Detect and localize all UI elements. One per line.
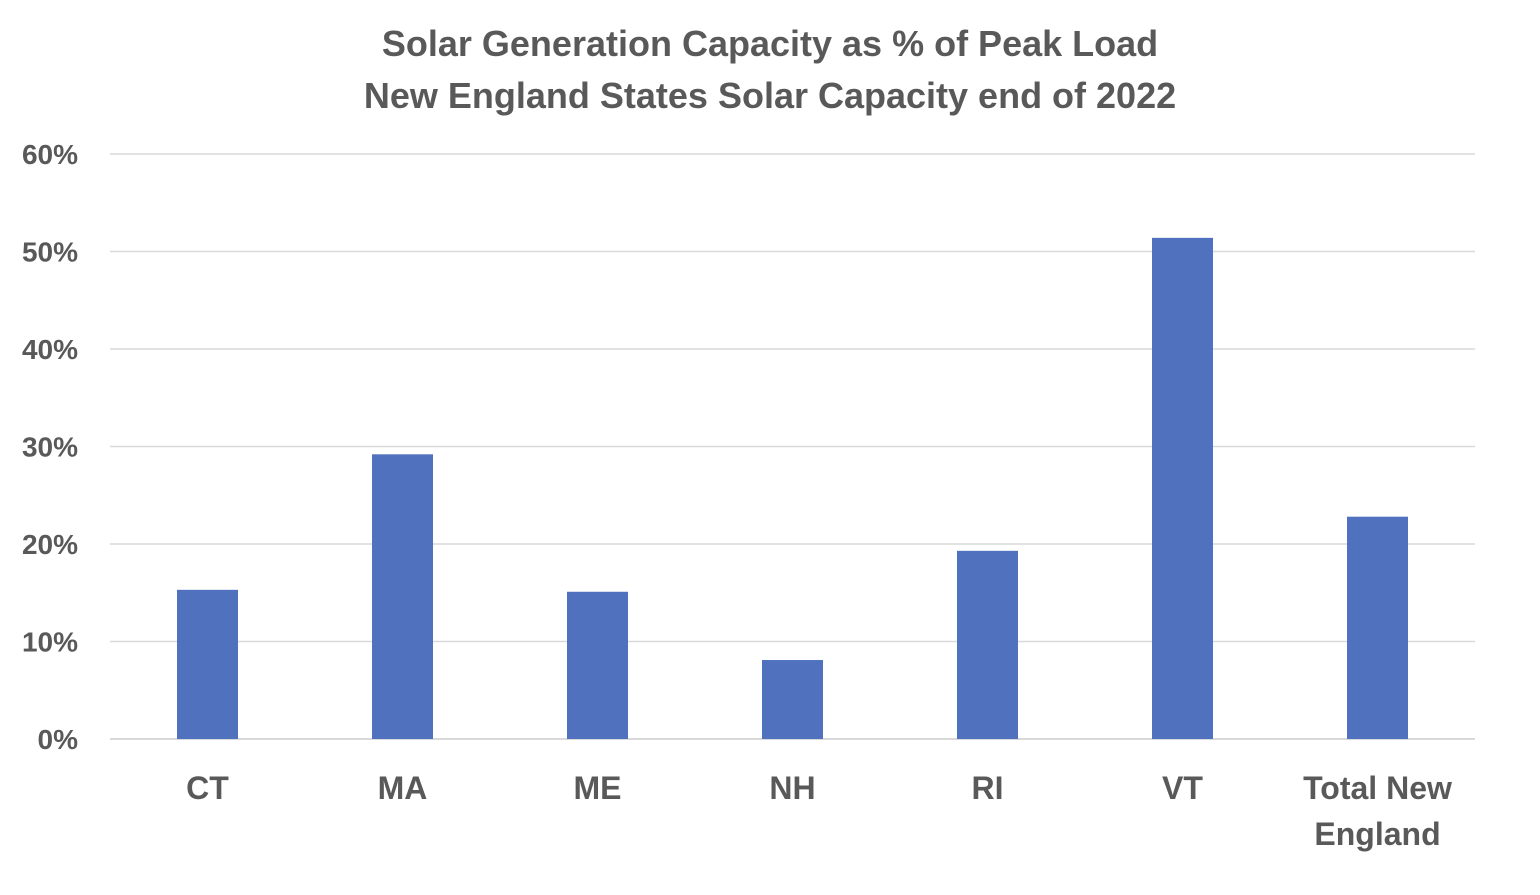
- x-category-label: VT: [1162, 770, 1203, 806]
- bar-ri: [957, 550, 1018, 739]
- x-axis-category-labels: CT MA ME NH RI VT Total New England: [186, 770, 1452, 852]
- y-tick-label: 40%: [22, 334, 78, 365]
- gridlines: [110, 153, 1475, 740]
- bars: [177, 237, 1408, 739]
- bar-total-new-england: [1347, 516, 1408, 739]
- x-category-label: CT: [186, 770, 229, 806]
- x-category-label: NH: [769, 770, 815, 806]
- bar-vt: [1152, 237, 1213, 739]
- bar-ma: [372, 454, 433, 739]
- bar-nh: [762, 660, 823, 739]
- x-category-label: MA: [378, 770, 428, 806]
- bar-ct: [177, 589, 238, 739]
- chart-subtitle: New England States Solar Capacity end of…: [364, 75, 1176, 116]
- x-category-label: RI: [972, 770, 1004, 806]
- x-category-label: Total New England: [1303, 770, 1452, 852]
- x-category-label: ME: [574, 770, 622, 806]
- y-tick-label: 0%: [38, 724, 79, 755]
- y-tick-label: 10%: [22, 627, 78, 658]
- y-tick-label: 20%: [22, 529, 78, 560]
- y-axis-tick-labels: 0% 10% 20% 30% 40% 50% 60%: [22, 139, 78, 755]
- y-tick-label: 60%: [22, 139, 78, 170]
- chart-title: Solar Generation Capacity as % of Peak L…: [382, 23, 1158, 64]
- bar-me: [567, 591, 628, 739]
- y-tick-label: 30%: [22, 432, 78, 463]
- y-tick-label: 50%: [22, 237, 78, 268]
